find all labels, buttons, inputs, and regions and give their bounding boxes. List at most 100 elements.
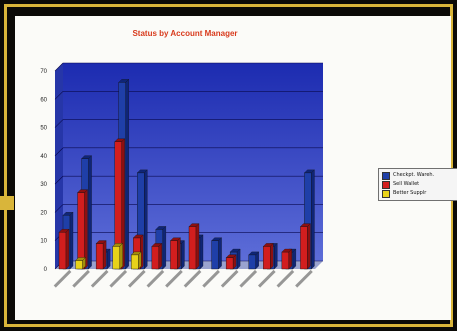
bar-red-0 bbox=[58, 228, 70, 270]
bar-red-7-front bbox=[188, 226, 197, 270]
bar-blue-11-side bbox=[274, 243, 278, 270]
legend-item: Checkpt. Wareh. bbox=[382, 171, 457, 180]
bar-red-0-front bbox=[58, 232, 67, 270]
x-tick-label bbox=[90, 269, 109, 288]
legend: Checkpt. Wareh. Sell Wallet Better Supplr bbox=[378, 168, 457, 201]
bar-red-9-front bbox=[263, 246, 271, 270]
x-tick-label bbox=[183, 269, 202, 288]
gridline-side bbox=[54, 91, 64, 100]
legend-item: Better Supplr bbox=[382, 189, 457, 198]
x-tick-label bbox=[220, 269, 239, 288]
bar-blue-8 bbox=[211, 237, 222, 270]
x-tick-label bbox=[276, 269, 295, 288]
bar-yellow-0-side bbox=[82, 257, 86, 270]
y-tick-label: 0 bbox=[44, 267, 48, 273]
y-tick-label: 40 bbox=[40, 154, 47, 160]
chart-panel: Status by Account Manager 0 10 20 30 40 50 60 7… bbox=[15, 16, 457, 320]
legend-swatch bbox=[382, 171, 390, 180]
bar-yellow-0-front bbox=[75, 260, 83, 270]
bar-blue-0-side bbox=[69, 211, 74, 270]
y-tick-label: 60 bbox=[40, 97, 47, 103]
bar-yellow-0 bbox=[75, 257, 86, 270]
chart-title: Status by Account Manager bbox=[132, 29, 237, 38]
bar-yellow-1-side bbox=[119, 243, 123, 270]
bar-blue-7-side bbox=[199, 234, 204, 270]
bar-red-2-side bbox=[102, 240, 107, 270]
x-tick-label bbox=[146, 269, 165, 288]
bar-blue-10 bbox=[248, 251, 260, 270]
bar-blue-5-side bbox=[162, 226, 167, 270]
bar-red-11-front bbox=[300, 226, 308, 270]
bar-blue-6-side bbox=[181, 240, 185, 270]
x-tick-label bbox=[53, 269, 72, 288]
bar-red-8-side bbox=[232, 254, 237, 270]
legend-swatch bbox=[382, 180, 390, 189]
bar-red-6 bbox=[170, 237, 181, 270]
bar-yellow-2-side bbox=[138, 251, 142, 270]
bar-red-7-side bbox=[195, 223, 200, 270]
bar-blue-8-side bbox=[218, 237, 222, 270]
x-tick-label bbox=[239, 269, 258, 288]
bar-blue-9-side bbox=[236, 248, 241, 270]
bar-red-10-front bbox=[281, 251, 290, 270]
y-tick-label: 10 bbox=[40, 239, 47, 245]
gridline-side bbox=[54, 62, 64, 72]
x-tick-label bbox=[257, 269, 276, 288]
bar-blue-13 bbox=[304, 169, 315, 270]
legend-item: Sell Wallet bbox=[382, 180, 457, 189]
y-tick-label: 20 bbox=[40, 210, 47, 216]
bar-red-7 bbox=[188, 223, 200, 270]
bar-blue-4-side bbox=[144, 169, 148, 270]
bar-blue-3-side bbox=[125, 78, 129, 270]
x-tick-label bbox=[109, 269, 128, 288]
x-tick-label bbox=[202, 269, 220, 288]
legend-label: Checkpt. Wareh. bbox=[393, 172, 435, 178]
bar-yellow-1 bbox=[112, 243, 124, 270]
bar-red-8 bbox=[225, 254, 237, 270]
x-tick-label bbox=[295, 269, 313, 288]
gridline-side bbox=[54, 119, 64, 128]
bar-red-5 bbox=[151, 243, 163, 270]
bar-red-0-side bbox=[65, 228, 70, 270]
bar-red-2 bbox=[95, 240, 107, 270]
legend-label: Better Supplr bbox=[393, 190, 427, 196]
bar-blue-12-side bbox=[292, 248, 297, 270]
bar-red-3-side bbox=[121, 138, 125, 270]
bar-red-9 bbox=[262, 243, 274, 270]
x-tick-label bbox=[127, 269, 146, 288]
gridline-side bbox=[54, 147, 64, 157]
legend-swatch bbox=[382, 189, 390, 198]
y-tick-label: 50 bbox=[40, 126, 47, 132]
bar-blue-13-side bbox=[311, 169, 315, 270]
bar-yellow-2 bbox=[130, 251, 142, 270]
bar-red-11-side bbox=[307, 223, 311, 270]
bar-red-10 bbox=[281, 248, 293, 270]
bar-chart: Status by Account Manager 0 10 20 30 40 50 60 7… bbox=[40, 29, 323, 288]
bar-blue-10-front bbox=[248, 254, 256, 270]
gridline-side bbox=[54, 175, 64, 185]
bar-red-5-side bbox=[158, 243, 163, 270]
bar-blue-4 bbox=[136, 169, 148, 270]
x-tick-label bbox=[165, 269, 183, 288]
gold-border bbox=[4, 4, 453, 327]
bar-red-1 bbox=[77, 189, 88, 270]
bar-yellow-1-front bbox=[112, 246, 120, 270]
bar-red-6-side bbox=[177, 237, 181, 270]
bar-red-10-side bbox=[288, 248, 293, 270]
y-tick-label: 70 bbox=[40, 69, 47, 75]
bar-red-11 bbox=[300, 223, 311, 270]
bar-red-8-front bbox=[225, 257, 234, 270]
bar-blue-8-front bbox=[211, 240, 219, 270]
bar-red-2-front bbox=[95, 243, 104, 270]
legend-label: Sell Wallet bbox=[393, 181, 420, 187]
bar-blue-1-side bbox=[88, 155, 92, 270]
x-tick-label bbox=[72, 269, 90, 288]
gold-tab bbox=[0, 196, 14, 210]
bar-red-1-side bbox=[84, 189, 88, 270]
bar-blue-10-side bbox=[255, 251, 259, 270]
bar-red-9-side bbox=[270, 243, 274, 270]
bar-red-6-front bbox=[170, 240, 178, 270]
y-tick-label: 30 bbox=[40, 182, 47, 188]
bar-blue-2-side bbox=[106, 248, 111, 270]
